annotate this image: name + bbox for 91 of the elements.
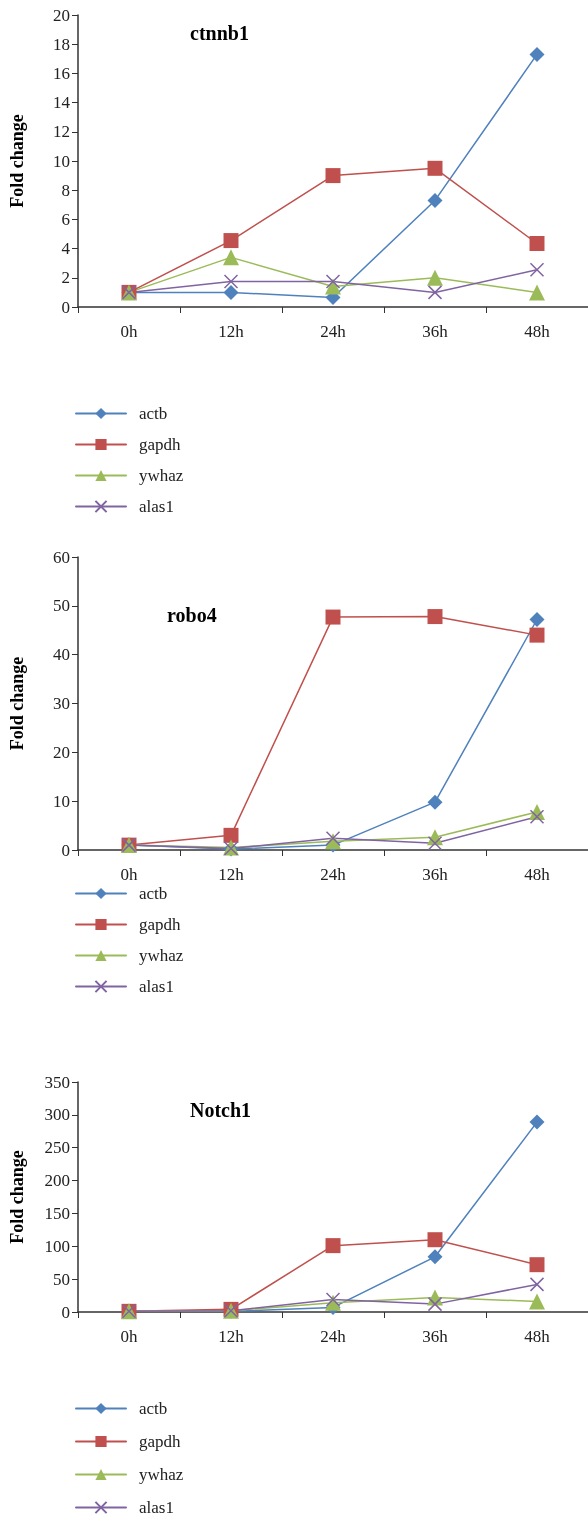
point (325, 168, 341, 184)
legend-label: ywhaz (139, 1465, 184, 1484)
x-tick-label: 48h (524, 322, 551, 341)
point (325, 831, 341, 846)
y-tick-label: 8 (61, 180, 70, 200)
x-tick-label: 48h (524, 1327, 551, 1346)
legend-label: ywhaz (139, 946, 184, 965)
point (529, 612, 545, 628)
point (427, 794, 443, 810)
legend-label: alas1 (139, 497, 174, 516)
point (427, 285, 443, 300)
point (529, 46, 545, 62)
y-tick-label: 250 (44, 1138, 70, 1158)
y-axis-title: Fold change (7, 656, 27, 751)
y-tick-label: 40 (53, 645, 70, 665)
point (529, 627, 545, 643)
point (529, 809, 545, 825)
point (529, 1257, 545, 1273)
text: robo4 (167, 604, 217, 626)
point (325, 274, 341, 289)
y-tick-label: 18 (53, 34, 70, 54)
text: Notch1 (190, 1099, 252, 1121)
point (325, 1292, 341, 1307)
y-tick-label: 50 (53, 596, 70, 616)
point (529, 1114, 545, 1130)
point (529, 262, 545, 278)
y-tick-label: 0 (61, 1302, 70, 1322)
point (529, 1277, 545, 1292)
x-tick-label: 12h (218, 1327, 245, 1346)
y-tick-label: 50 (53, 1269, 70, 1289)
y-tick-label: 16 (53, 63, 70, 83)
point (529, 284, 545, 301)
y-tick-label: 2 (61, 268, 70, 288)
legend-label: ywhaz (139, 466, 184, 485)
point (529, 1293, 545, 1310)
x-tick-label: 24h (320, 1327, 347, 1346)
y-tick-label: 20 (53, 742, 70, 762)
legend-label: actb (139, 884, 168, 903)
y-tick-label: 14 (53, 93, 71, 113)
x-tick-label: 24h (320, 322, 347, 341)
y-tick-label: 60 (53, 547, 70, 567)
y-tick-label: 0 (61, 840, 70, 860)
point (427, 1296, 443, 1312)
legend-label: gapdh (139, 1432, 182, 1451)
legend-label: alas1 (139, 1498, 174, 1517)
y-axis-title: Fold change (7, 1150, 27, 1244)
y-tick-label: 200 (44, 1171, 70, 1191)
y-tick-label: 0 (61, 297, 70, 317)
point (427, 835, 443, 851)
point (325, 1238, 341, 1254)
point (529, 235, 545, 251)
point (223, 284, 239, 300)
x-tick-label: 36h (422, 1327, 449, 1346)
point (427, 192, 443, 208)
y-tick-label: 20 (53, 5, 70, 25)
x-tick-label: 0h (120, 1327, 138, 1346)
x-tick-label: 12h (218, 865, 245, 884)
x-tick-label: 24h (320, 865, 347, 884)
y-axis-title: Fold change (7, 114, 27, 208)
y-tick-label: 6 (61, 209, 70, 229)
chart-title: ctnnb1 (190, 22, 249, 44)
y-tick-label: 4 (61, 239, 71, 259)
point (427, 1249, 443, 1265)
y-tick-label: 12 (53, 122, 70, 142)
y-tick-label: 150 (44, 1203, 70, 1223)
point (427, 609, 443, 625)
point (223, 233, 239, 249)
legend-label: gapdh (139, 915, 182, 934)
y-tick-label: 10 (53, 151, 70, 171)
point (427, 269, 443, 286)
x-tick-label: 48h (524, 865, 551, 884)
point (427, 160, 443, 176)
point (223, 249, 239, 266)
y-tick-label: 10 (53, 791, 70, 811)
legend-label: alas1 (139, 977, 174, 996)
x-tick-label: 0h (120, 322, 138, 341)
y-tick-label: 100 (44, 1236, 70, 1256)
point (223, 274, 239, 289)
point (223, 827, 239, 843)
y-tick-label: 30 (53, 694, 70, 713)
x-tick-label: 36h (422, 322, 449, 341)
legend-label: actb (139, 1399, 168, 1418)
legend-label: actb (139, 404, 168, 423)
point (427, 1232, 443, 1248)
y-tick-label: 350 (44, 1072, 70, 1092)
x-tick-label: 36h (422, 865, 449, 884)
y-tick-label: 300 (44, 1105, 70, 1125)
x-tick-label: 12h (218, 322, 245, 341)
x-tick-label: 0h (120, 865, 138, 884)
legend-label: gapdh (139, 435, 182, 454)
point (325, 609, 341, 625)
